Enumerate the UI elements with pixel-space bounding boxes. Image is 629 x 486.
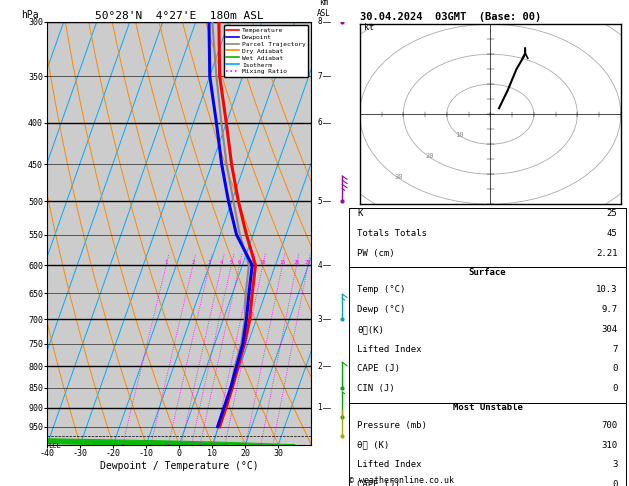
Text: 7: 7 [612,345,618,354]
Text: 0: 0 [612,384,618,393]
Text: 20: 20 [425,153,433,159]
Text: 5: 5 [230,260,233,264]
Text: 8: 8 [318,17,322,26]
Text: km
ASL: km ASL [316,0,330,17]
Text: 2: 2 [318,362,322,371]
Text: 20: 20 [293,260,300,264]
Text: 25: 25 [304,260,311,264]
Text: 10: 10 [455,132,464,138]
Polygon shape [342,0,347,3]
Text: 2.21: 2.21 [596,249,618,258]
Text: 45: 45 [607,229,618,238]
Text: Most Unstable: Most Unstable [452,403,523,413]
Text: 8: 8 [251,260,254,264]
Text: Temp (°C): Temp (°C) [357,285,406,295]
Text: 30: 30 [394,174,403,180]
Text: CAPE (J): CAPE (J) [357,364,401,374]
Text: 30.04.2024  03GMT  (Base: 00): 30.04.2024 03GMT (Base: 00) [360,12,541,22]
Text: LCL: LCL [48,443,61,450]
Text: kt: kt [364,23,374,32]
Text: 7: 7 [318,71,322,81]
Text: Dewp (°C): Dewp (°C) [357,305,406,314]
Text: © weatheronline.co.uk: © weatheronline.co.uk [349,476,454,485]
Text: Lifted Index: Lifted Index [357,345,422,354]
Text: θᴇ(K): θᴇ(K) [357,325,384,334]
Text: 3: 3 [318,315,322,324]
Text: 10.3: 10.3 [596,285,618,295]
Text: 9.7: 9.7 [601,305,618,314]
Title: 50°28'N  4°27'E  180m ASL: 50°28'N 4°27'E 180m ASL [95,11,264,21]
Text: 5: 5 [318,197,322,206]
Text: 4: 4 [220,260,223,264]
Text: 15: 15 [279,260,286,264]
Text: K: K [357,209,363,218]
Text: Surface: Surface [469,268,506,277]
Text: θᴇ (K): θᴇ (K) [357,441,389,450]
Text: CAPE (J): CAPE (J) [357,480,401,486]
Text: CIN (J): CIN (J) [357,384,395,393]
Text: 10: 10 [260,260,266,264]
Text: 0: 0 [612,480,618,486]
Legend: Temperature, Dewpoint, Parcel Trajectory, Dry Adiabat, Wet Adiabat, Isotherm, Mi: Temperature, Dewpoint, Parcel Trajectory… [224,25,308,77]
Text: 2: 2 [191,260,194,264]
Text: Pressure (mb): Pressure (mb) [357,421,427,430]
Text: 3: 3 [208,260,211,264]
Text: 3: 3 [612,460,618,469]
Text: 700: 700 [601,421,618,430]
Text: 6: 6 [318,119,322,127]
Text: 1: 1 [165,260,168,264]
Text: Lifted Index: Lifted Index [357,460,422,469]
Text: 0: 0 [612,364,618,374]
Text: hPa: hPa [21,10,38,20]
Text: 6: 6 [238,260,241,264]
Text: 1: 1 [318,403,322,412]
Text: 25: 25 [607,209,618,218]
Text: 4: 4 [318,261,322,270]
Text: 310: 310 [601,441,618,450]
Text: Totals Totals: Totals Totals [357,229,427,238]
X-axis label: Dewpoint / Temperature (°C): Dewpoint / Temperature (°C) [100,461,259,470]
Text: PW (cm): PW (cm) [357,249,395,258]
Text: 304: 304 [601,325,618,334]
